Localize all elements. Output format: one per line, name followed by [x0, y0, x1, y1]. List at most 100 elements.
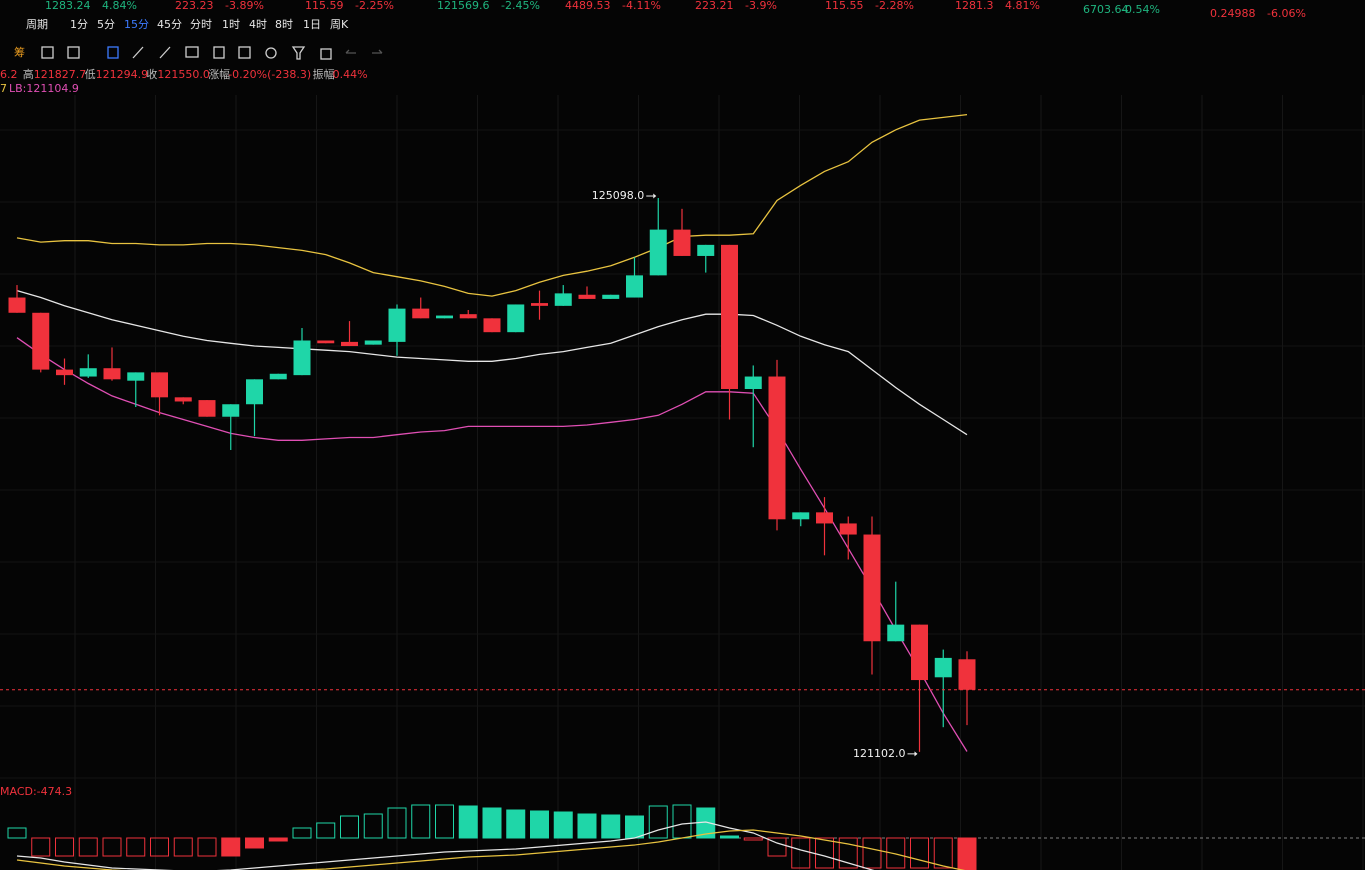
candle-body — [412, 308, 430, 319]
macd-bar — [292, 827, 312, 839]
candle-body — [531, 303, 548, 306]
info-value: 0.44% — [333, 68, 368, 81]
icon[interactable] — [107, 46, 119, 59]
period-button[interactable]: 周K — [330, 18, 349, 31]
ticker-change: -3.9% — [745, 0, 777, 12]
macd-bar — [957, 837, 977, 870]
period-button[interactable]: 1日 — [303, 18, 321, 31]
candle-body — [293, 340, 311, 376]
candle-body — [839, 523, 857, 535]
macd-bar — [7, 827, 27, 839]
macd-bar — [387, 807, 407, 839]
ticker-price: 115.59 — [305, 0, 344, 12]
info-label: 振幅 — [313, 67, 335, 81]
macd-bar — [126, 837, 146, 857]
candle-body — [151, 372, 168, 398]
icon[interactable] — [372, 49, 383, 54]
ticker-change: -2.28% — [875, 0, 914, 12]
low-annotation: 121102.0 — [853, 747, 906, 760]
period-button[interactable]: 15分 — [124, 18, 149, 31]
macd-bar — [316, 822, 336, 839]
ticker-price: 223.21 — [695, 0, 734, 12]
candle-body — [721, 244, 738, 390]
info-value: -0.20%(-238.3) — [228, 68, 311, 81]
macd-bar — [720, 835, 739, 839]
candle-body — [578, 294, 596, 299]
macd-bar — [625, 815, 644, 839]
candle-body — [483, 318, 501, 333]
ticker-price: 0.24988 — [1210, 7, 1256, 20]
macd-bar — [150, 837, 169, 857]
macd-bar — [245, 837, 264, 849]
ticker-change: -3.89% — [225, 0, 264, 12]
ticker-price: 115.55 — [825, 0, 864, 12]
candle-body — [649, 229, 667, 276]
macd-bar — [815, 837, 834, 869]
macd-bar — [743, 837, 763, 841]
candle-body — [8, 297, 26, 313]
candle-body — [246, 379, 263, 405]
candle-body — [198, 400, 216, 417]
icon[interactable] — [67, 46, 80, 59]
candle-body — [459, 314, 477, 319]
macd-bar — [838, 837, 858, 869]
icon[interactable] — [320, 48, 332, 60]
candle-body — [269, 373, 287, 380]
ticker-price: 223.23 — [175, 0, 214, 12]
macd-bar — [530, 810, 549, 839]
icon[interactable] — [265, 47, 277, 59]
macd-bar — [435, 804, 454, 839]
candle-body — [744, 376, 762, 390]
period-button[interactable]: 8时 — [275, 18, 293, 31]
icon[interactable] — [159, 46, 171, 59]
candle-body — [958, 659, 976, 690]
ticker-change: -2.25% — [355, 0, 394, 12]
period-button[interactable]: 4时 — [249, 18, 267, 31]
period-button[interactable]: 5分 — [97, 18, 115, 31]
macd-bar — [173, 837, 193, 857]
annotation-arrow — [653, 193, 657, 199]
ticker-price: 1283.24 — [45, 0, 91, 12]
macd-label: MACD:-474.3 — [0, 785, 72, 798]
band-line — [16, 337, 968, 752]
icon[interactable] — [185, 46, 199, 58]
candle-body — [174, 397, 192, 402]
candle-body — [127, 372, 145, 381]
ticker-change: 4.84% — [102, 0, 137, 12]
macd-bar — [767, 837, 787, 857]
period-button[interactable]: 分时 — [190, 18, 212, 31]
macd-bar — [78, 837, 98, 857]
period-button[interactable]: 周期 — [26, 18, 48, 31]
period-button[interactable]: 1分 — [70, 18, 88, 31]
macd-bar — [886, 837, 906, 869]
period-button[interactable]: 1时 — [222, 18, 240, 31]
macd-bar — [197, 837, 217, 857]
candle-body — [626, 275, 643, 298]
icon[interactable] — [132, 46, 144, 59]
tool-badge[interactable]: 筹 — [14, 45, 25, 59]
candle-body — [364, 340, 382, 345]
info-value: 6.2 — [0, 68, 18, 81]
macd-bar — [577, 813, 597, 839]
candle-body — [602, 294, 620, 299]
icon[interactable] — [41, 46, 54, 59]
macd-bar — [648, 805, 668, 839]
icon[interactable] — [213, 46, 225, 59]
candle-body — [887, 624, 905, 642]
icon[interactable] — [238, 46, 251, 59]
icon[interactable] — [345, 49, 356, 54]
ticker-change: 4.81% — [1005, 0, 1040, 12]
ticker-change: -0.54% — [1121, 3, 1160, 16]
macd-bar — [363, 813, 383, 839]
candle-body — [863, 534, 881, 642]
candle-body — [341, 341, 358, 347]
band-line — [16, 289, 968, 436]
ticker-change: -4.11% — [622, 0, 661, 12]
macd-bar — [601, 814, 621, 839]
ticker-change: -6.06% — [1267, 7, 1306, 20]
candle-body — [317, 340, 335, 344]
icon[interactable] — [291, 46, 306, 60]
period-button[interactable]: 45分 — [157, 18, 182, 31]
